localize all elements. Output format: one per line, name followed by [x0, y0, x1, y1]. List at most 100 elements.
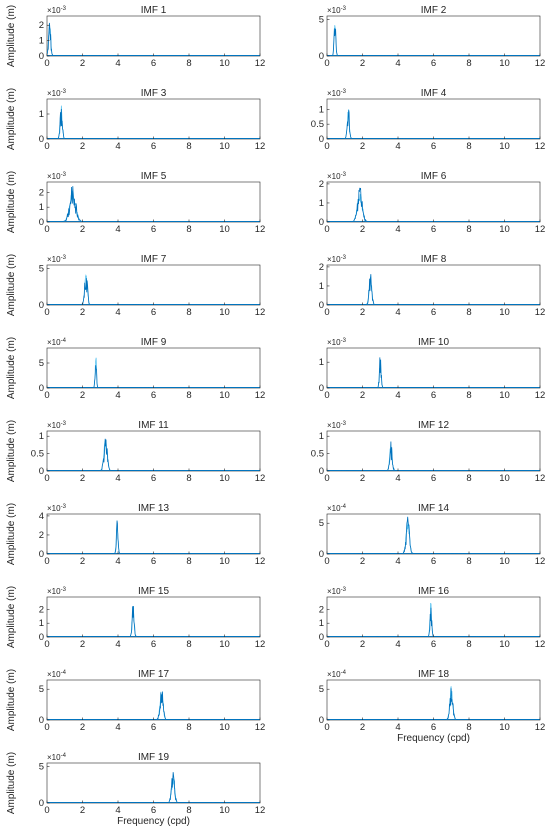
x-tick-label: 0 [324, 722, 329, 733]
x-tick-label: 12 [535, 556, 546, 567]
y-tick-label: 0 [319, 51, 324, 62]
x-tick-label: 12 [535, 390, 546, 401]
axis-exponent-label: ×10-3 [47, 421, 67, 430]
y-tick-label: 1 [319, 198, 324, 209]
axis-exponent-label: ×10-3 [327, 89, 347, 98]
axis-exponent-label: ×10-4 [47, 670, 67, 679]
y-tick-label: 0 [319, 632, 324, 643]
axes-box [46, 181, 261, 223]
x-tick-label: 4 [395, 141, 400, 152]
subplot-title: IMF 8 [421, 254, 447, 265]
axes-box [46, 98, 261, 140]
x-tick-label: 2 [80, 639, 85, 650]
y-tick-label: 5 [39, 762, 44, 773]
x-tick-label: 2 [360, 556, 365, 567]
x-tick-label: 0 [44, 805, 49, 816]
y-tick-label: 0 [39, 549, 44, 560]
y-axis-label: Amplitude (m) [6, 337, 17, 399]
x-tick-label: 12 [255, 141, 266, 152]
x-tick-label: 4 [395, 307, 400, 318]
x-tick-label: 10 [219, 556, 230, 567]
x-tick-label: 6 [151, 390, 156, 401]
x-tick-label: 10 [219, 473, 230, 484]
x-tick-label: 8 [186, 639, 191, 650]
subplot-title: IMF 11 [138, 420, 169, 431]
axes-box [326, 347, 541, 389]
x-tick-label: 12 [535, 141, 546, 152]
x-tick-label: 6 [431, 224, 436, 235]
axis-exponent-label: ×10-4 [327, 670, 347, 679]
x-tick-label: 10 [219, 307, 230, 318]
x-tick-label: 2 [360, 307, 365, 318]
x-tick-label: 2 [360, 722, 365, 733]
y-axis-label: Amplitude (m) [6, 254, 17, 316]
x-tick-label: 12 [535, 639, 546, 650]
x-tick-label: 12 [535, 722, 546, 733]
x-tick-label: 2 [80, 805, 85, 816]
x-tick-label: 6 [151, 722, 156, 733]
x-tick-label: 2 [360, 224, 365, 235]
axis-exponent-label: ×10-3 [47, 255, 67, 264]
y-tick-label: 1 [319, 281, 324, 292]
x-tick-label: 8 [186, 722, 191, 733]
x-tick-label: 8 [186, 390, 191, 401]
x-tick-label: 4 [115, 390, 120, 401]
y-axis-label: Amplitude (m) [6, 503, 17, 565]
y-tick-label: 1 [39, 202, 44, 213]
x-tick-label: 8 [466, 141, 471, 152]
x-tick-label: 6 [431, 639, 436, 650]
x-tick-label: 2 [80, 224, 85, 235]
axes-box [46, 513, 261, 555]
x-tick-label: 12 [255, 639, 266, 650]
y-tick-label: 0 [319, 300, 324, 311]
x-tick-label: 12 [255, 556, 266, 567]
x-tick-label: 8 [186, 473, 191, 484]
axes-box [326, 596, 541, 638]
y-tick-label: 0 [319, 549, 324, 560]
y-tick-label: 5 [319, 684, 324, 695]
subplot-2: 0 2 4 6 8 10 12 0 5×10-3 IMF 2 [319, 5, 546, 69]
x-tick-label: 6 [431, 58, 436, 69]
x-tick-label: 0 [44, 307, 49, 318]
x-tick-label: 2 [80, 722, 85, 733]
x-tick-label: 10 [219, 390, 230, 401]
y-tick-label: 1 [319, 618, 324, 629]
y-tick-label: 0 [39, 798, 44, 809]
x-tick-label: 10 [499, 639, 510, 650]
x-tick-label: 12 [255, 224, 266, 235]
x-tick-label: 12 [255, 722, 266, 733]
x-tick-label: 2 [80, 473, 85, 484]
x-tick-label: 8 [466, 722, 471, 733]
axes-box [326, 264, 541, 306]
x-tick-label: 10 [499, 307, 510, 318]
x-tick-label: 8 [466, 58, 471, 69]
x-axis-label: Frequency (cpd) [117, 816, 190, 827]
x-tick-label: 12 [255, 390, 266, 401]
x-tick-label: 2 [80, 58, 85, 69]
subplot-18: 0 2 4 6 8 10 12 0 5×10-4 IMF 18 Frequency (cpd) [319, 669, 546, 744]
y-tick-label: 5 [319, 15, 324, 26]
axes-box [326, 430, 541, 472]
x-tick-label: 0 [324, 58, 329, 69]
y-tick-label: 0.5 [311, 449, 324, 460]
y-tick-label: 2 [39, 604, 44, 615]
x-tick-label: 0 [44, 58, 49, 69]
y-tick-label: 1 [39, 618, 44, 629]
axis-exponent-label: ×10-3 [327, 587, 347, 596]
x-tick-label: 8 [186, 224, 191, 235]
subplot-title: IMF 4 [421, 88, 447, 99]
axis-exponent-label: ×10-4 [47, 753, 67, 762]
x-tick-label: 6 [431, 473, 436, 484]
subplot-19: 0 2 4 6 8 10 12 0 5×10-4 IMF 19 Amplitude (m) Frequ… [6, 752, 265, 827]
x-tick-label: 6 [151, 805, 156, 816]
x-tick-label: 0 [44, 722, 49, 733]
x-tick-label: 8 [186, 141, 191, 152]
subplot-10: 0 2 4 6 8 10 12 0 1 ×10-3 IMF 10 [319, 337, 546, 401]
x-tick-label: 2 [360, 390, 365, 401]
axes-box [46, 596, 261, 638]
x-tick-label: 2 [360, 473, 365, 484]
x-tick-label: 0 [324, 307, 329, 318]
